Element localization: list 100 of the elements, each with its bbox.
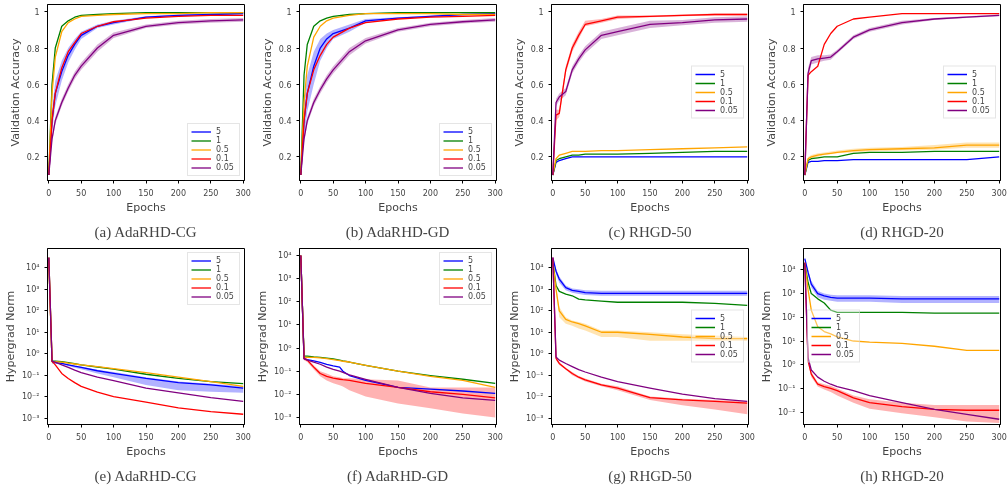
x-tick-label: 0 xyxy=(550,188,556,198)
text: (f) AdaRHD-GD xyxy=(346,467,449,485)
legend-label: 1 xyxy=(468,265,475,274)
legend-label: 0.05 xyxy=(468,292,487,301)
y-axis-title: Hypergrad Norm xyxy=(255,290,269,383)
x-tick-label: 250 xyxy=(203,432,219,442)
x-tick-label: 50 xyxy=(76,188,87,198)
x-tick-label: 100 xyxy=(357,188,374,198)
x-tick-label: 200 xyxy=(422,432,439,442)
legend-label: 0.1 xyxy=(720,96,734,106)
legend-label: 5 xyxy=(836,313,843,323)
x-tick-label: 300 xyxy=(487,188,503,198)
x-tick-label: 300 xyxy=(235,188,251,198)
y-tick-label: 0.6 xyxy=(782,80,796,90)
y-tick-label: 10⁻³ xyxy=(273,413,292,423)
y-tick-label: 0.4 xyxy=(782,117,796,127)
y-tick-label: 0.8 xyxy=(530,44,544,54)
y-tick-label: 10⁻² xyxy=(525,392,544,402)
y-tick-label: 10¹ xyxy=(782,336,796,346)
y-tick-label: 10⁻¹ xyxy=(273,366,292,376)
y-tick-label: 10⁻¹ xyxy=(777,383,796,393)
x-tick-label: 0 xyxy=(802,432,808,442)
x-axis-title: Epochs xyxy=(630,444,670,458)
y-axis-title: Validation Accuracy xyxy=(8,37,22,147)
x-tick-label: 250 xyxy=(707,432,723,442)
x-tick-label: 50 xyxy=(328,188,339,198)
y-tick-label: 10⁻² xyxy=(21,392,40,402)
y-tick-label: 1 xyxy=(34,8,40,18)
x-tick-label: 0 xyxy=(46,188,52,198)
y-tick-label: 0.2 xyxy=(278,153,292,163)
text: (a) AdaRHD-CG xyxy=(94,223,197,241)
y-tick-label: 10⁴ xyxy=(530,263,544,273)
y-tick-label: 1 xyxy=(286,8,292,18)
x-tick-label: 250 xyxy=(959,188,975,198)
x-tick-label: 300 xyxy=(991,432,1007,442)
legend-label: 0.1 xyxy=(972,96,986,106)
x-axis-title: Epochs xyxy=(126,444,166,458)
x-tick-label: 0 xyxy=(298,188,304,198)
legend-label: 0.5 xyxy=(216,145,230,154)
legend-label: 0.05 xyxy=(836,349,855,359)
x-tick-label: 0 xyxy=(802,188,808,198)
y-axis-title: Hypergrad Norm xyxy=(507,290,521,383)
y-tick-label: 10⁻¹ xyxy=(525,370,544,380)
x-tick-label: 100 xyxy=(357,432,374,442)
y-tick-label: 10³ xyxy=(26,284,40,294)
x-tick-label: 100 xyxy=(609,432,626,442)
legend-label: 5 xyxy=(972,69,979,79)
legend-label: 1 xyxy=(216,265,223,274)
x-tick-label: 150 xyxy=(642,188,658,198)
legend-label: 0.5 xyxy=(720,87,734,97)
x-axis-title: Epochs xyxy=(882,200,922,214)
y-tick-label: 10⁻² xyxy=(777,407,796,417)
legend-label: 5 xyxy=(216,127,223,136)
legend-label: 5 xyxy=(720,313,727,323)
x-tick-label: 200 xyxy=(674,432,691,442)
y-axis-title: Validation Accuracy xyxy=(764,37,778,147)
legend-label: 0.5 xyxy=(972,87,986,97)
legend-label: 0.05 xyxy=(216,163,235,172)
x-tick-label: 150 xyxy=(894,188,910,198)
legend-label: 0.1 xyxy=(468,283,482,292)
text: (b) AdaRHD-GD xyxy=(345,223,450,241)
y-tick-label: 10⁻² xyxy=(273,389,292,399)
legend-label: 0.5 xyxy=(216,274,230,283)
x-tick-label: 100 xyxy=(105,432,122,442)
y-axis-title: Validation Accuracy xyxy=(260,37,274,147)
x-tick-label: 50 xyxy=(832,432,843,442)
y-tick-label: 0.4 xyxy=(26,117,40,127)
text: (h) RHGD-20 xyxy=(860,467,944,485)
x-axis-title: Epochs xyxy=(378,444,418,458)
y-axis-title: Validation Accuracy xyxy=(512,37,526,147)
y-tick-label: 10⁻³ xyxy=(21,413,40,423)
y-tick-label: 10¹ xyxy=(278,320,292,330)
y-tick-label: 10³ xyxy=(278,274,292,284)
x-tick-label: 250 xyxy=(455,432,471,442)
x-axis-title: Epochs xyxy=(882,444,922,458)
x-tick-label: 150 xyxy=(894,432,910,442)
x-tick-label: 300 xyxy=(487,432,503,442)
x-tick-label: 50 xyxy=(580,432,591,442)
x-tick-label: 200 xyxy=(170,432,187,442)
text: (e) AdaRHD-CG xyxy=(94,467,197,485)
x-tick-label: 150 xyxy=(138,188,154,198)
legend-label: 1 xyxy=(720,322,727,332)
y-tick-label: 1 xyxy=(790,8,796,18)
y-tick-label: 1 xyxy=(538,8,544,18)
x-tick-label: 250 xyxy=(455,188,471,198)
x-tick-label: 250 xyxy=(959,432,975,442)
y-tick-label: 0.6 xyxy=(278,80,292,90)
y-tick-label: 0.2 xyxy=(782,153,796,163)
legend-label: 0.1 xyxy=(216,283,230,292)
x-tick-label: 250 xyxy=(203,188,219,198)
legend-label: 0.05 xyxy=(216,292,235,301)
y-tick-label: 0.2 xyxy=(530,153,544,163)
x-tick-label: 300 xyxy=(991,188,1007,198)
y-tick-label: 10⁻¹ xyxy=(21,370,40,380)
y-tick-label: 10² xyxy=(530,306,544,316)
x-tick-label: 150 xyxy=(390,188,406,198)
x-tick-label: 100 xyxy=(861,188,878,198)
x-tick-label: 50 xyxy=(76,432,87,442)
x-tick-label: 0 xyxy=(298,432,304,442)
legend-label: 0.1 xyxy=(468,154,482,163)
